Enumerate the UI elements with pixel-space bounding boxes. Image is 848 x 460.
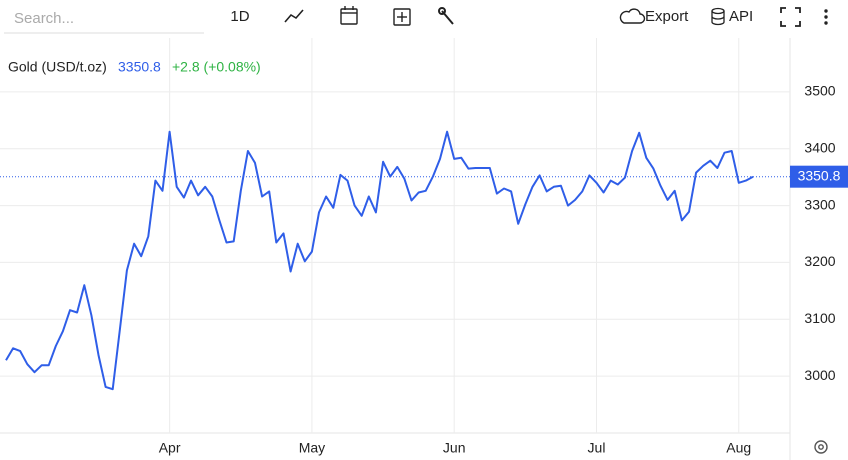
export-label[interactable]: Export [645,8,689,25]
export-button[interactable]: Export [619,8,689,25]
calendar-icon[interactable] [340,6,358,25]
search-box[interactable]: Search... [4,10,204,34]
price-line [5,130,754,391]
y-tick-label: 3200 [804,253,835,269]
y-tick-label: 3400 [804,139,835,155]
x-tick-label: Jun [443,440,466,456]
last-price-badge [790,165,848,188]
chart-type-icon[interactable] [284,9,304,23]
y-tick-label: 3300 [804,196,835,212]
y-tick-label: 3500 [804,83,835,99]
api-label[interactable]: API [729,8,753,25]
x-tick-label: Apr [159,440,181,456]
settings-icon[interactable] [814,440,828,454]
api-button[interactable]: API [711,7,753,26]
x-tick-label: Jul [588,440,606,456]
y-tick-label: 3000 [804,367,835,383]
x-tick-label: May [299,440,325,456]
instrument-name: Gold (USD/t.oz) [8,59,107,75]
price-change: +2.8 (+0.08%) [172,59,261,75]
x-tick-label: Aug [726,440,751,456]
y-tick-label: 3100 [804,310,835,326]
menu-icon[interactable] [824,9,828,25]
fullscreen-icon[interactable] [780,7,801,27]
add-indicator-icon[interactable] [393,8,411,26]
search-placeholder[interactable]: Search... [14,10,74,27]
interval-button[interactable]: 1D [230,8,249,25]
tools-icon[interactable] [438,7,454,25]
last-price-label: 3350.8 [798,167,841,183]
last-price: 3350.8 [118,59,161,75]
